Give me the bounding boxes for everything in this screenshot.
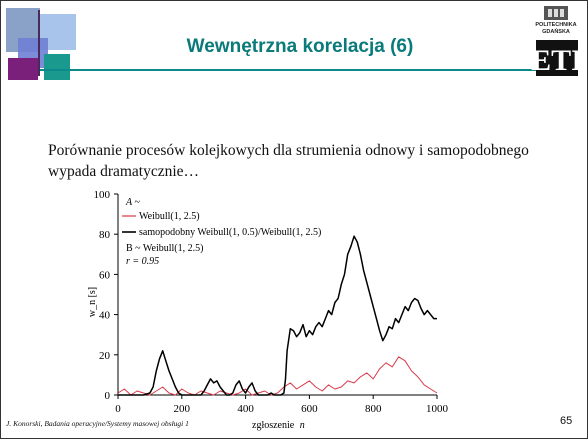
page-number: 65 xyxy=(560,415,573,427)
y-tick-label: 100 xyxy=(94,189,111,201)
series-line-selfsimilar xyxy=(118,235,437,396)
slide-title: Wewnętrzna korelacja (6) xyxy=(186,36,414,57)
x-tick-label: 400 xyxy=(237,403,254,415)
y-tick-label: 60 xyxy=(99,269,111,281)
annotation-a: A ~ xyxy=(125,197,140,208)
series-line-weibull xyxy=(117,356,438,396)
crest-icon: ETI xyxy=(531,6,583,77)
x-tick-label: 200 xyxy=(174,403,191,415)
annotation-b: B ~ Weibull(1, 2.5) xyxy=(126,243,203,254)
legend-label-weibull: Weibull(1, 2.5) xyxy=(139,211,200,222)
y-tick-label: 40 xyxy=(99,310,111,322)
decor-square-purple xyxy=(8,58,38,80)
decor-square-teal xyxy=(44,54,70,80)
x-tick-label: 0 xyxy=(115,403,121,415)
x-axis-label-text: zgłoszenie xyxy=(252,420,295,431)
annotation-r: r = 0.95 xyxy=(126,256,159,267)
title-rule xyxy=(40,69,548,71)
footer-author: J. Konorski, Badania operacyjne/Systemy … xyxy=(6,419,189,428)
x-axis-label-var: n xyxy=(300,420,305,431)
y-tick-label: 20 xyxy=(99,350,111,362)
legend-label-selfsimilar: samopodobny Weibull(1, 0.5)/Weibull(1, 2… xyxy=(139,227,321,238)
x-tick-label: 800 xyxy=(365,403,382,415)
x-tick-label: 600 xyxy=(301,403,318,415)
svg-text:ETI: ETI xyxy=(531,44,582,76)
intro-text: Porównanie procesów kolejkowych dla stru… xyxy=(48,142,529,180)
x-tick-label: 1000 xyxy=(426,403,449,415)
y-tick-label: 80 xyxy=(99,229,111,241)
university-logo: ETI POLITECHNIKA GDAŃSKA xyxy=(530,4,583,77)
logo-text-top: POLITECHNIKA xyxy=(535,22,577,28)
decor-vertical-line xyxy=(38,10,40,76)
x-axis-label: zgłoszenie n xyxy=(252,420,305,431)
y-tick-label: 0 xyxy=(105,390,111,402)
y-axis-label: w_n [s] xyxy=(87,287,98,317)
logo-text-bottom: GDAŃSKA xyxy=(542,29,570,35)
